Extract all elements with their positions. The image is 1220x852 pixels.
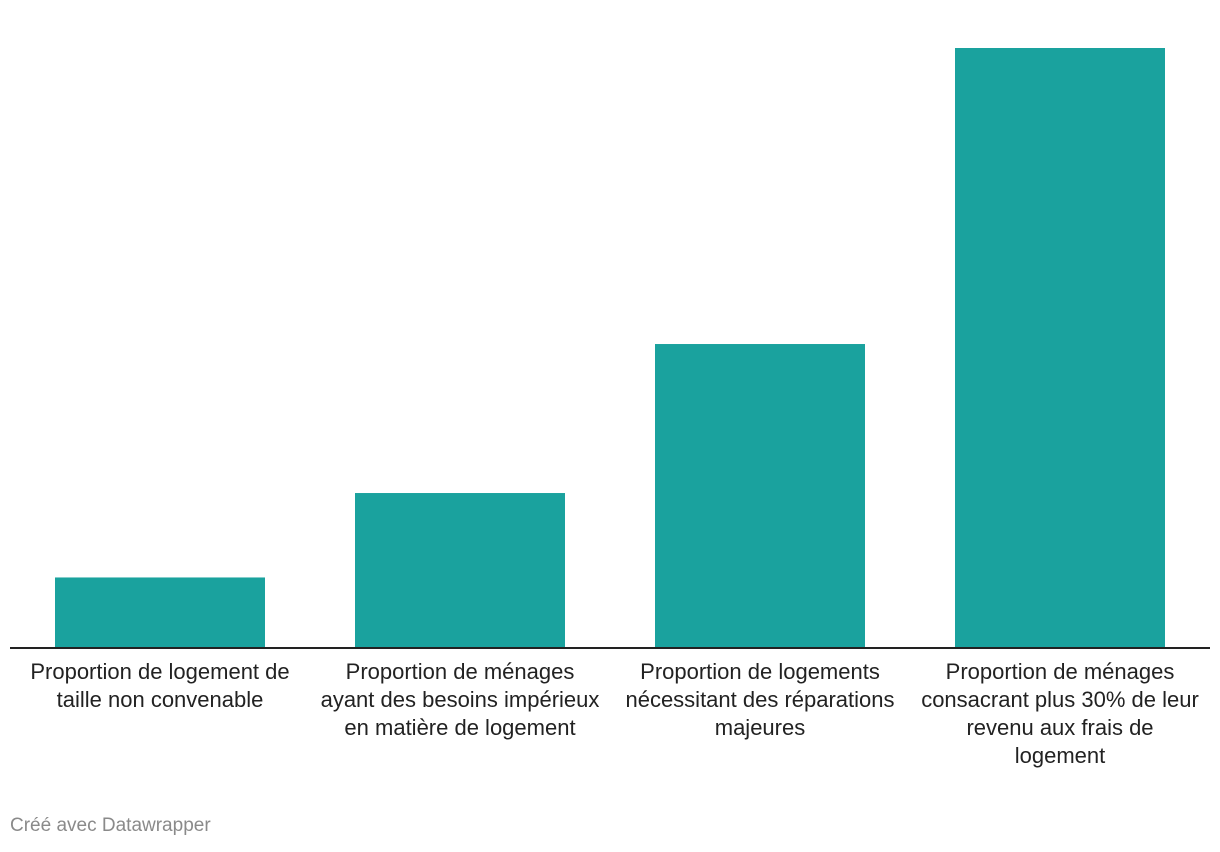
category-label-1: Proportion de logement de taille non con…: [30, 659, 290, 712]
datawrapper-credit: Créé avec Datawrapper: [10, 815, 211, 836]
bar-4: [955, 48, 1165, 647]
bar-3: [655, 344, 865, 647]
category-label-2: Proportion de ménages ayant des besoins …: [320, 659, 600, 740]
bars-group: [55, 48, 1165, 647]
category-label-4: Proportion de ménages consacrant plus 30…: [921, 659, 1199, 768]
bar-2: [355, 493, 565, 647]
bar-1: [55, 577, 265, 647]
category-label-3: Proportion de logements nécessitant des …: [625, 659, 895, 740]
